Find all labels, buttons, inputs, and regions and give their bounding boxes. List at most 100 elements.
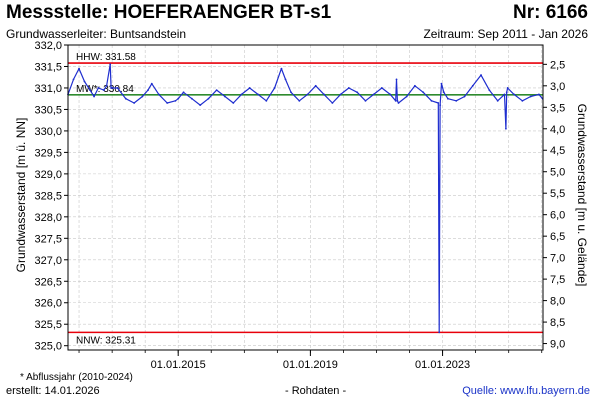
y-ticks-left: 325,0 325,5 326,0 326,5 327,0 327,5 328,0 328,5… [34, 40, 68, 353]
y-tick-label: 327,5 [34, 233, 62, 245]
series-point [380, 87, 383, 89]
y-tick-label: 325,5 [34, 319, 62, 331]
series-point [396, 99, 399, 102]
series-point [339, 93, 342, 96]
series-point [182, 91, 185, 94]
series-point [513, 93, 515, 96]
series-point [109, 63, 112, 66]
y-tick-label-right: 4,0 [550, 124, 565, 136]
y-tick-label: 326,0 [34, 298, 62, 310]
y-axis-label-right: Grundwasserstand [m u. Gelände] [575, 104, 589, 287]
series-point [284, 78, 287, 81]
series-point [141, 95, 144, 98]
series-point [439, 104, 442, 107]
series-point [356, 91, 359, 94]
series-point [488, 89, 491, 92]
reference-lines: HHW: 331.58 MW*: 330.84 NNW: 325.31 [68, 52, 543, 346]
series-point [298, 99, 301, 102]
reference-label-high: HHW: 331.58 [76, 52, 136, 63]
series-point [133, 102, 136, 104]
series-point [422, 91, 425, 94]
station-number: Nr: 6166 [513, 2, 588, 23]
y-tick-label-right: 7,5 [550, 274, 565, 286]
series-point [257, 93, 259, 96]
y-tick-label: 330,0 [34, 126, 62, 138]
grid-layer [68, 44, 543, 350]
series-point [273, 87, 276, 89]
y-tick-label: 331,0 [34, 83, 62, 95]
raw-data-label: - Rohdaten - [285, 385, 347, 397]
y-tick-label: 326,5 [34, 276, 62, 288]
y-tick-label-right: 6,0 [550, 210, 565, 222]
series-point [97, 87, 100, 89]
y-tick-label: 330,5 [34, 104, 62, 116]
series-point [105, 84, 108, 87]
series-point [430, 99, 433, 102]
series-point [314, 84, 317, 87]
series-point [199, 104, 202, 107]
y-tick-label-right: 3,0 [550, 81, 565, 93]
y-tick-label-right: 8,0 [550, 296, 565, 308]
series-point [290, 91, 292, 94]
series-point [405, 95, 408, 98]
series-point [150, 82, 153, 85]
series-point [397, 102, 400, 104]
series-point [538, 93, 540, 96]
y-tick-label: 332,0 [34, 40, 62, 52]
series-point [389, 93, 392, 96]
series-point [93, 95, 95, 98]
plot-frame [67, 44, 544, 351]
series-point [395, 78, 398, 81]
series-point [102, 89, 105, 92]
source-link[interactable]: Quelle: www.lfu.bayern.de [462, 385, 590, 397]
series-point [166, 102, 169, 104]
series-point [437, 102, 440, 104]
reference-label-mean: MW*: 330.84 [76, 84, 134, 95]
y-tick-label-right: 8,5 [550, 317, 565, 329]
y-tick-label: 328,5 [34, 190, 62, 202]
series-point [463, 95, 466, 98]
series-point [364, 99, 367, 102]
series-point [240, 93, 243, 96]
series-point [440, 82, 443, 85]
y-tick-label: 329,5 [34, 147, 62, 159]
series-point [224, 95, 226, 98]
x-tick-label: 01.01.2015 [151, 359, 206, 371]
aquifer-subtitle: Grundwasserleiter: Buntsandstein [6, 27, 187, 41]
series-point [394, 99, 397, 102]
series-point [347, 87, 350, 89]
series-point [503, 93, 506, 96]
series-point [72, 78, 75, 81]
series-point [496, 99, 499, 102]
x-ticks: 01.01.2015 01.01.2019 01.01.2023 [78, 350, 543, 371]
series-point [207, 97, 210, 100]
y-tick-label-right: 6,5 [550, 231, 565, 243]
series-point [505, 127, 507, 130]
x-tick-label: 01.01.2019 [283, 359, 338, 371]
x-tick-label: 01.01.2023 [415, 359, 470, 371]
page-title: Messstelle: HOEFERAENGER BT-s1 [6, 2, 332, 23]
series-point [372, 93, 375, 96]
y-tick-label: 331,5 [34, 61, 62, 73]
series-point [306, 93, 309, 96]
series-layer [67, 63, 544, 334]
series-point [413, 84, 416, 87]
series-point [116, 87, 119, 89]
series-point [442, 91, 445, 94]
series-point [248, 87, 251, 89]
series-point [438, 331, 441, 334]
y-tick-label: 327,0 [34, 255, 62, 267]
series-point [78, 67, 80, 70]
series-point [215, 89, 218, 92]
footnote: * Abflussjahr (2010-2024) [20, 372, 133, 383]
y-tick-label: 328,0 [34, 212, 62, 224]
y-tick-label-right: 3,5 [550, 102, 565, 114]
series-point [124, 97, 127, 100]
series-point [521, 99, 524, 102]
series-line [67, 63, 543, 333]
y-tick-label-right: 2,5 [550, 59, 565, 71]
series-point [331, 102, 334, 104]
y-ticks-right: 2,5 3,0 3,5 4,0 4,5 5,0 5,5 6,0 6,5 7,0 7,5 8,0 8,5 9… [543, 59, 565, 351]
series-point [471, 84, 474, 87]
